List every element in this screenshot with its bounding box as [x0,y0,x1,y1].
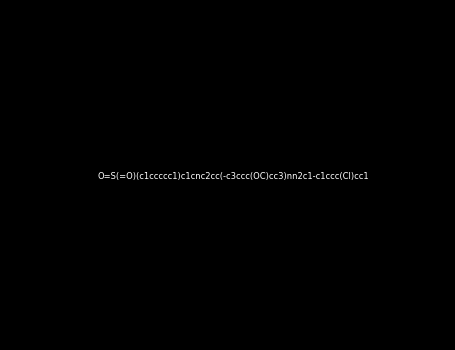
Text: O=S(=O)(c1ccccc1)c1cnc2cc(-c3ccc(OC)cc3)nn2c1-c1ccc(Cl)cc1: O=S(=O)(c1ccccc1)c1cnc2cc(-c3ccc(OC)cc3)… [97,172,369,181]
